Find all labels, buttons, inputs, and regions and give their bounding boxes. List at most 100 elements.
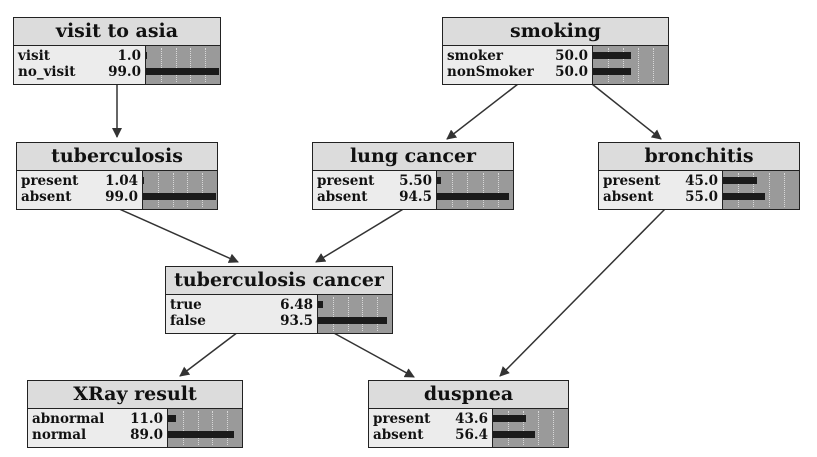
state-value: 5.50: [399, 173, 432, 189]
edge-smoking-to-bronchitis: [591, 83, 662, 140]
state-value: 1.0: [117, 48, 142, 64]
belief-bar: [723, 177, 758, 184]
bar-grid-line: [638, 48, 639, 82]
node-smoking[interactable]: smoking smoker 50.0 nonSmoker 50.0: [442, 17, 669, 85]
node-title: duspnea: [369, 381, 568, 409]
state-row: nonSmoker 50.0: [447, 64, 588, 80]
state-value: 50.0: [555, 48, 588, 64]
bar-grid-line: [160, 48, 162, 82]
node-title: tuberculosis cancer: [166, 267, 392, 295]
state-row: absent 94.5: [317, 189, 432, 205]
bar-grid-line: [182, 411, 184, 445]
bar-grid-line: [553, 411, 554, 445]
bar-grid-line: [508, 411, 509, 445]
bar-grid-line: [175, 48, 177, 82]
bar-grid-line: [738, 173, 740, 207]
belief-bar: [146, 52, 147, 59]
state-value: 11.0: [130, 411, 163, 427]
belief-bars: [318, 295, 392, 333]
state-value: 99.0: [105, 189, 138, 205]
belief-bar: [593, 68, 631, 75]
state-label: absent: [21, 189, 72, 205]
state-row: false 93.5: [170, 313, 313, 329]
state-row: absent 56.4: [373, 427, 488, 443]
state-label: visit: [18, 48, 50, 64]
edge-tuberculosis-to-tuberculosis-cancer: [116, 207, 239, 263]
state-row: visit 1.0: [18, 48, 141, 64]
state-row: no_visit 99.0: [18, 64, 141, 80]
state-label: true: [170, 297, 202, 313]
state-value: 45.0: [685, 173, 718, 189]
node-title: tuberculosis: [17, 143, 217, 171]
node-tuberculosis-cancer[interactable]: tuberculosis cancer true 6.48 false 93.5: [165, 266, 393, 334]
state-row: present 45.0: [603, 173, 718, 189]
bar-grid-line: [205, 48, 207, 82]
edge-bronchitis-to-duspnea: [499, 207, 667, 377]
bar-grid-line: [332, 297, 334, 331]
state-row: normal 89.0: [32, 427, 163, 443]
node-body: present 1.04 absent 99.0: [17, 171, 217, 209]
state-label: present: [373, 411, 431, 427]
state-list: abnormal 11.0 normal 89.0: [28, 409, 168, 447]
bar-grid-line: [212, 411, 214, 445]
belief-bar: [143, 177, 144, 184]
belief-bar: [168, 415, 177, 422]
state-label: present: [317, 173, 375, 189]
state-list: visit 1.0 no_visit 99.0: [14, 46, 146, 84]
node-bronchitis[interactable]: bronchitis present 45.0 absent 55.0: [598, 142, 800, 210]
node-visit-to-asia[interactable]: visit to asia visit 1.0 no_visit 99.0: [13, 17, 221, 85]
bar-grid-line: [467, 173, 469, 207]
belief-bar: [146, 68, 220, 75]
belief-bar: [437, 177, 442, 184]
bar-grid-line: [362, 297, 364, 331]
state-value: 43.6: [455, 411, 488, 427]
state-value: 94.5: [399, 189, 432, 205]
belief-bar: [493, 431, 536, 438]
node-tuberculosis[interactable]: tuberculosis present 1.04 absent 99.0: [16, 142, 218, 210]
node-body: abnormal 11.0 normal 89.0: [28, 409, 242, 447]
edge-smoking-to-lung-cancer: [446, 83, 519, 140]
state-value: 55.0: [685, 189, 718, 205]
state-row: abnormal 11.0: [32, 411, 163, 427]
state-value: 50.0: [555, 64, 588, 80]
belief-bar: [318, 301, 323, 308]
state-row: absent 55.0: [603, 189, 718, 205]
state-label: present: [603, 173, 661, 189]
node-xray-result[interactable]: XRay result abnormal 11.0 normal 89.0: [27, 380, 243, 448]
belief-bars: [168, 409, 242, 447]
node-body: present 5.50 absent 94.5: [313, 171, 513, 209]
bar-grid-line: [608, 48, 609, 82]
bar-grid-line: [768, 173, 770, 207]
node-duspnea[interactable]: duspnea present 43.6 absent 56.4: [368, 380, 569, 448]
node-lung-cancer[interactable]: lung cancer present 5.50 absent 94.5: [312, 142, 514, 210]
node-title: visit to asia: [14, 18, 220, 46]
state-row: absent 99.0: [21, 189, 138, 205]
state-list: smoker 50.0 nonSmoker 50.0: [443, 46, 593, 84]
state-list: present 5.50 absent 94.5: [313, 171, 437, 209]
state-label: nonSmoker: [447, 64, 534, 80]
state-row: present 5.50: [317, 173, 432, 189]
state-label: no_visit: [18, 64, 76, 80]
belief-bars: [146, 46, 220, 84]
node-body: true 6.48 false 93.5: [166, 295, 392, 333]
state-value: 99.0: [108, 64, 141, 80]
state-label: absent: [373, 427, 424, 443]
state-value: 89.0: [130, 427, 163, 443]
edge-lung-cancer-to-tuberculosis-cancer: [315, 207, 406, 263]
node-title: bronchitis: [599, 143, 799, 171]
state-list: present 45.0 absent 55.0: [599, 171, 723, 209]
belief-bar: [318, 317, 388, 324]
state-label: smoker: [447, 48, 503, 64]
state-label: present: [21, 173, 79, 189]
belief-bars: [723, 171, 799, 209]
belief-bars: [143, 171, 217, 209]
edge-tuberculosis-cancer-to-duspnea: [331, 331, 415, 378]
node-title: smoking: [443, 18, 668, 46]
state-list: true 6.48 false 93.5: [166, 295, 318, 333]
belief-bar: [593, 52, 631, 59]
bar-grid-line: [452, 173, 454, 207]
bar-grid-line: [753, 173, 755, 207]
state-label: abnormal: [32, 411, 105, 427]
bar-grid-line: [157, 173, 159, 207]
bar-grid-line: [497, 173, 499, 207]
